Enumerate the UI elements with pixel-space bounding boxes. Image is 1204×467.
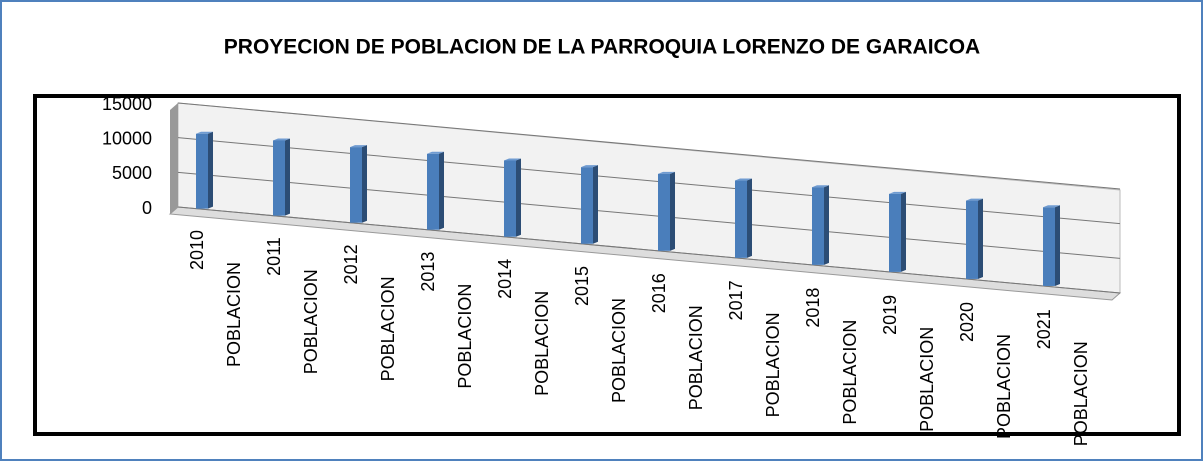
x-tick-sublabel: POBLACION [455,284,475,389]
bar [658,173,670,251]
grid-line [177,206,1121,294]
x-tick-sublabel: POBLACION [917,327,937,432]
bar-top [273,138,290,141]
bar-side [439,151,444,230]
x-tick-label: 2010 [187,230,207,270]
x-tick-sublabel: POBLACION [840,320,860,425]
bar-top [1043,205,1060,208]
bar-top [350,145,367,148]
y-tick-label: 15000 [102,94,152,114]
bar-top [427,151,444,154]
bar [196,133,208,209]
x-tick-sublabel: POBLACION [686,305,706,410]
bar [504,160,516,237]
x-tick-sublabel: POBLACION [532,291,552,396]
bar-top [504,158,521,161]
x-tick-label: 2017 [726,280,746,320]
bar-top [658,171,675,174]
bar [735,180,747,258]
bar [427,153,439,230]
bar-side [901,191,906,272]
x-tick-label: 2021 [1034,309,1054,349]
bar [273,140,285,216]
bar [1043,207,1055,286]
grid-line [177,171,1121,259]
y-tick-label: 10000 [102,128,152,148]
x-tick-label: 2011 [264,237,284,276]
bar-side [516,158,521,237]
bar-top [196,131,213,134]
bar-side [670,171,675,251]
x-tick-sublabel: POBLACION [224,262,244,367]
bar-side [1055,205,1060,286]
grid-line [177,137,1121,225]
x-tick-label: 2018 [803,288,823,328]
bar-top [889,191,906,194]
y-tick-label: 0 [142,198,152,218]
y-tick-label: 5000 [112,163,152,183]
bar-side [285,138,290,216]
bar-top [966,198,983,201]
x-tick-label: 2012 [341,244,361,284]
x-tick-label: 2013 [418,252,438,292]
bar [350,147,362,223]
x-tick-label: 2015 [572,266,592,306]
bar-side [747,178,752,258]
chart-title: PROYECION DE POBLACION DE LA PARROQUIA L… [224,36,980,59]
bar-side [824,185,829,265]
bar [889,193,901,272]
side-wall [170,103,178,214]
bar-side [978,198,983,279]
bar-top [581,165,598,168]
bar [966,200,978,279]
x-tick-label: 2014 [495,259,515,299]
grid-line [177,102,1121,190]
x-tick-sublabel: POBLACION [763,312,783,417]
x-tick-sublabel: POBLACION [301,269,321,374]
bar-top [735,178,752,181]
x-tick-label: 2020 [957,302,977,342]
bar [812,187,824,265]
x-tick-sublabel: POBLACION [609,298,629,403]
x-tick-sublabel: POBLACION [1071,341,1091,446]
x-tick-label: 2019 [880,295,900,335]
bar [581,167,593,244]
bar-side [208,131,213,209]
x-tick-sublabel: POBLACION [378,276,398,381]
bar-side [593,165,598,244]
x-tick-label: 2016 [649,273,669,313]
x-tick-sublabel: POBLACION [994,334,1014,439]
bar-top [812,185,829,188]
bar-side [362,145,367,223]
